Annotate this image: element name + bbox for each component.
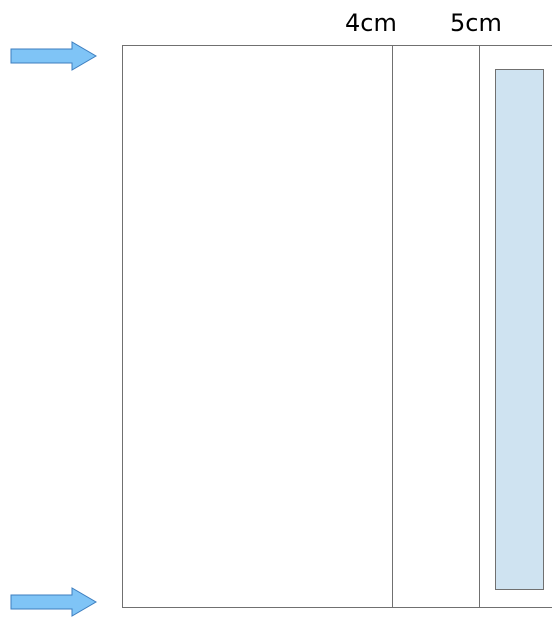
measure-label-5cm: 5cm <box>450 8 502 38</box>
highlighted-panel <box>496 70 544 590</box>
page-outline <box>123 46 552 608</box>
measure-label-4cm: 4cm <box>345 8 397 38</box>
